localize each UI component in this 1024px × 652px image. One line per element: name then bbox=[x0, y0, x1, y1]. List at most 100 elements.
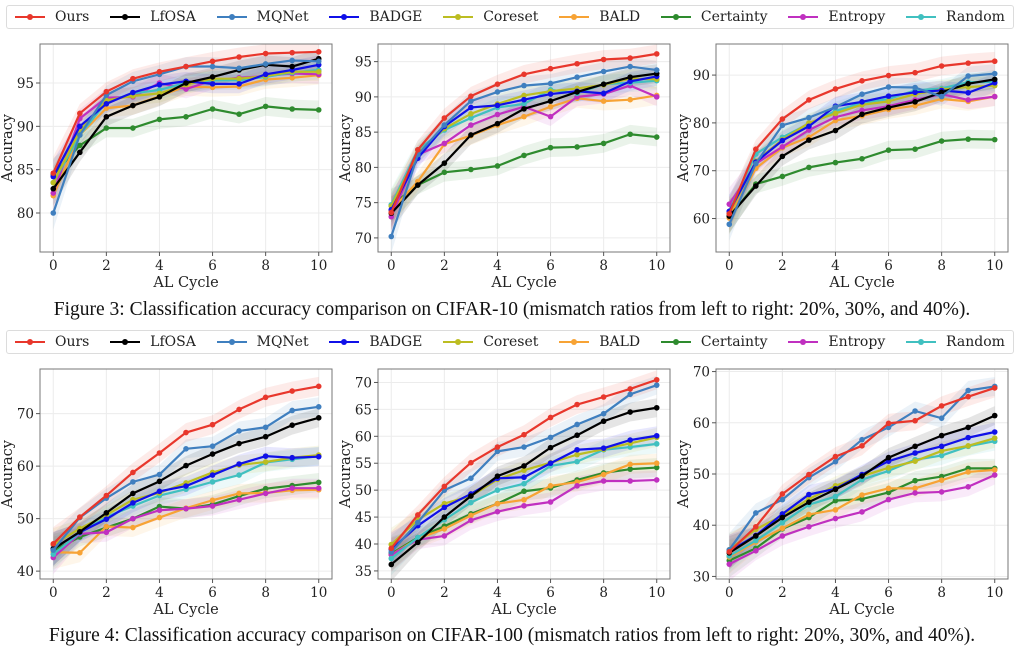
data-point-mqnet bbox=[991, 70, 998, 77]
data-point-lfosa bbox=[209, 451, 216, 457]
x-tick-label: 2 bbox=[440, 258, 449, 274]
data-point-ours bbox=[859, 443, 865, 449]
data-point-ours bbox=[156, 68, 163, 75]
legend-swatch-entropy bbox=[788, 14, 819, 20]
data-point-lfosa bbox=[156, 478, 163, 485]
data-point-certainty bbox=[236, 111, 242, 117]
data-point-entropy bbox=[779, 144, 786, 150]
data-point-coreset bbox=[50, 179, 57, 186]
data-point-ours bbox=[468, 93, 474, 99]
data-point-mqnet bbox=[574, 74, 580, 80]
data-point-certainty bbox=[600, 140, 607, 147]
y-tick-label: 95 bbox=[355, 55, 372, 71]
data-point-lfosa bbox=[521, 106, 527, 112]
data-point-random bbox=[521, 480, 527, 487]
data-point-ours bbox=[859, 78, 865, 84]
data-point-lfosa bbox=[77, 528, 83, 535]
x-tick-label: 4 bbox=[493, 258, 502, 274]
series-mqnet bbox=[50, 404, 322, 553]
data-point-lfosa bbox=[209, 74, 216, 80]
data-point-ours bbox=[547, 414, 554, 421]
data-point-mqnet bbox=[468, 475, 474, 482]
data-point-mqnet bbox=[753, 510, 759, 516]
data-point-mqnet bbox=[859, 436, 865, 443]
data-point-certainty bbox=[494, 163, 501, 169]
data-point-certainty bbox=[130, 125, 136, 131]
data-point-mqnet bbox=[753, 160, 759, 167]
data-point-mqnet bbox=[262, 61, 269, 67]
data-point-lfosa bbox=[236, 440, 242, 447]
data-point-ours bbox=[236, 406, 242, 413]
legend-label: Random bbox=[946, 334, 1005, 350]
data-point-bald bbox=[627, 96, 633, 103]
data-point-ours bbox=[289, 49, 295, 56]
data-point-ours bbox=[753, 146, 759, 152]
data-point-entropy bbox=[832, 114, 839, 120]
data-point-ours bbox=[726, 210, 733, 217]
data-point-lfosa bbox=[494, 120, 501, 127]
data-point-badge bbox=[156, 81, 163, 88]
data-point-bald bbox=[547, 483, 554, 489]
data-point-bald bbox=[806, 511, 812, 518]
data-point-mqnet bbox=[547, 80, 554, 87]
data-point-ours bbox=[885, 420, 892, 427]
x-tick-label: 8 bbox=[599, 258, 608, 274]
series-ours bbox=[726, 385, 998, 555]
legend-label: BALD bbox=[599, 334, 641, 350]
data-point-ours bbox=[991, 58, 998, 65]
x-tick-label: 6 bbox=[884, 258, 893, 274]
data-point-lfosa bbox=[156, 94, 163, 100]
y-axis-title: Accuracy bbox=[676, 439, 692, 509]
data-point-badge bbox=[806, 491, 812, 498]
data-point-ours bbox=[806, 97, 812, 103]
x-tick-label: 0 bbox=[725, 585, 734, 601]
band-bald bbox=[729, 460, 995, 574]
data-point-entropy bbox=[236, 496, 242, 503]
data-point-badge bbox=[130, 89, 136, 96]
data-point-bald bbox=[912, 102, 918, 109]
data-point-lfosa bbox=[912, 99, 918, 105]
x-axis-title: AL Cycle bbox=[828, 602, 894, 618]
data-point-certainty bbox=[209, 106, 216, 112]
x-axis-title: AL Cycle bbox=[152, 275, 218, 291]
data-point-ours bbox=[779, 491, 786, 497]
data-point-entropy bbox=[441, 533, 448, 539]
data-point-badge bbox=[77, 123, 83, 130]
legend-swatch-lfosa bbox=[110, 14, 141, 20]
data-point-lfosa bbox=[262, 433, 269, 440]
data-point-certainty bbox=[315, 479, 322, 486]
y-tick-label: 60 bbox=[355, 429, 372, 445]
legend-figure4: Ours LfOSA MQNet BADGE Coreset BALD Cert… bbox=[6, 330, 1014, 354]
data-point-lfosa bbox=[415, 182, 421, 188]
data-point-mqnet bbox=[236, 428, 242, 434]
data-point-entropy bbox=[806, 523, 812, 530]
data-point-ours bbox=[415, 512, 421, 518]
x-tick-label: 8 bbox=[937, 258, 946, 274]
data-point-bald bbox=[779, 525, 786, 532]
data-point-bald bbox=[236, 490, 242, 497]
x-tick-label: 2 bbox=[440, 585, 449, 601]
data-point-badge bbox=[130, 500, 136, 506]
data-point-badge bbox=[262, 453, 269, 459]
plot-area bbox=[50, 44, 322, 230]
x-tick-label: 4 bbox=[155, 585, 164, 601]
data-point-certainty bbox=[468, 166, 474, 173]
y-tick-label: 80 bbox=[693, 116, 710, 132]
data-point-mqnet bbox=[600, 68, 607, 75]
legend-label: Ours bbox=[55, 334, 90, 350]
x-axis-title: AL Cycle bbox=[828, 275, 894, 291]
y-tick-label: 60 bbox=[17, 459, 34, 475]
data-point-lfosa bbox=[832, 486, 839, 493]
legend-swatch-mqnet bbox=[216, 14, 247, 20]
band-lfosa bbox=[53, 408, 319, 566]
y-axis-title: Accuracy bbox=[338, 439, 354, 509]
data-point-mqnet bbox=[965, 73, 971, 79]
data-point-coreset bbox=[521, 467, 527, 474]
data-point-bald bbox=[441, 526, 448, 532]
data-point-random bbox=[50, 551, 57, 558]
data-point-bald bbox=[77, 549, 83, 556]
data-point-mqnet bbox=[965, 387, 971, 394]
data-point-mqnet bbox=[130, 479, 136, 485]
data-point-entropy bbox=[726, 201, 733, 207]
data-point-entropy bbox=[938, 489, 945, 495]
